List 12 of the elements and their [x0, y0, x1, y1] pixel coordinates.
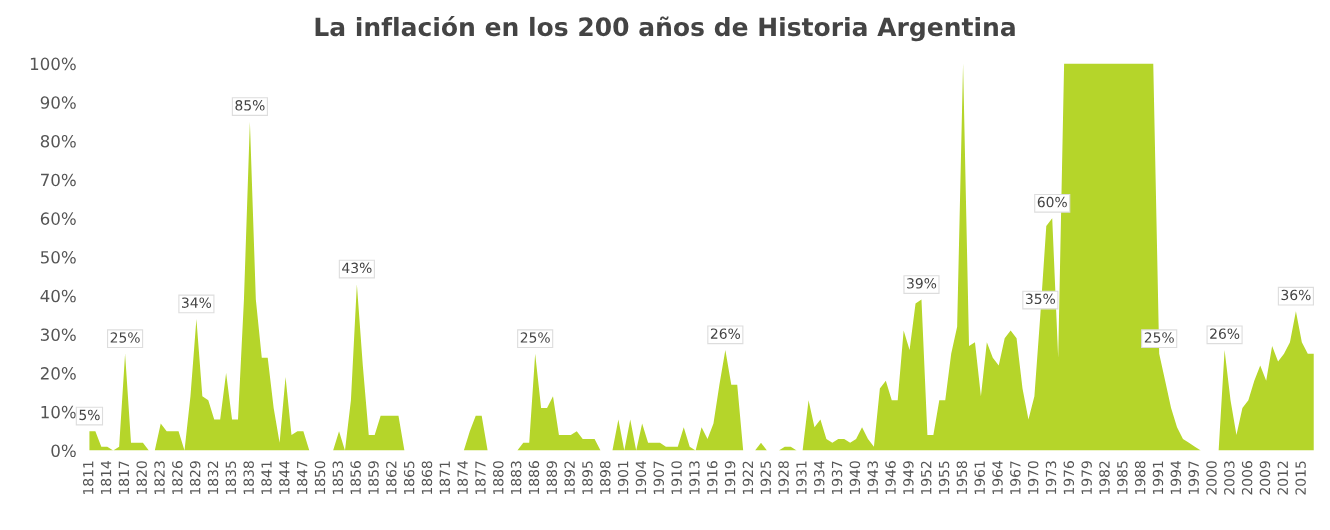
y-tick-label: 100% [30, 57, 76, 71]
y-tick-label: 20% [40, 367, 76, 380]
y-tick-label: 10% [41, 405, 76, 419]
y-tick-label: 80% [40, 134, 76, 148]
chart-title: La inflación en los 200 años de Historia Argentina [315, 15, 1015, 42]
y-tick-label: 0% [51, 444, 76, 458]
y-tick-label: 30% [40, 328, 76, 341]
y-tick-label: 90% [40, 96, 76, 109]
y-tick-label: 70% [41, 173, 76, 187]
y-tick-label: 40% [40, 289, 76, 303]
y-tick-label: 50% [40, 251, 76, 264]
y-tick-label: 60% [40, 212, 76, 225]
